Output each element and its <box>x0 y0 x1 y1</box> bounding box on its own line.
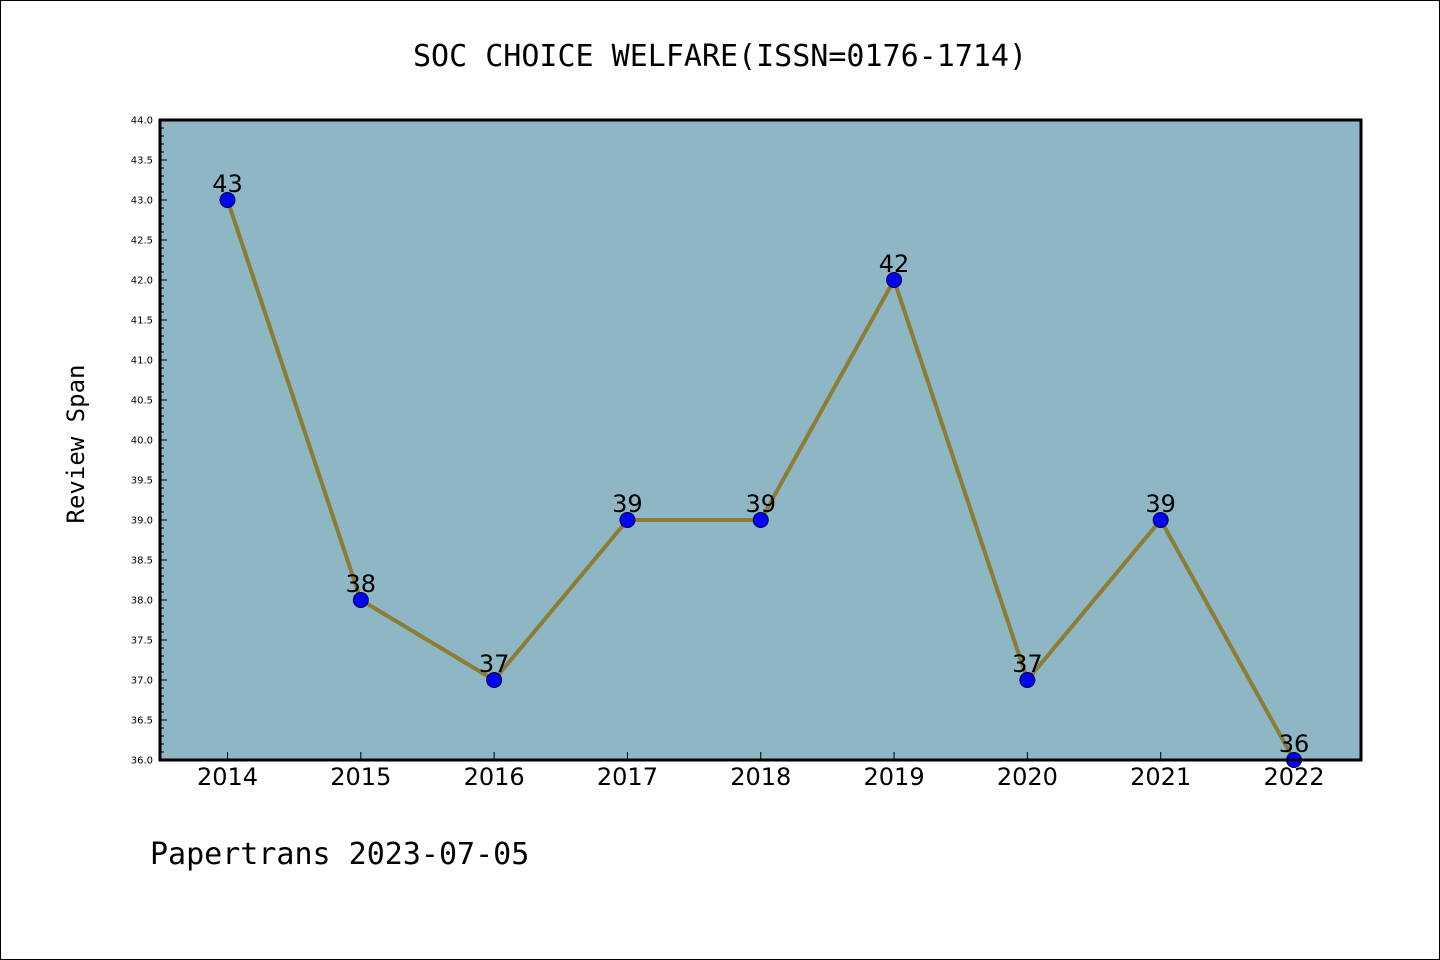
data-label: 43 <box>212 170 243 198</box>
y-axis-label: Review Span <box>62 365 90 524</box>
x-tick-label: 2016 <box>464 763 525 791</box>
data-label: 39 <box>612 490 643 518</box>
y-tick-label: 37.0 <box>131 676 153 687</box>
series-markers <box>219 192 1302 768</box>
data-label: 39 <box>745 490 776 518</box>
data-labels: 43 38 37 39 39 42 37 39 36 <box>212 170 1309 758</box>
data-point <box>219 192 236 208</box>
data-label: 37 <box>1012 650 1043 678</box>
y-tick-label: 38.5 <box>131 556 153 567</box>
y-tick-label: 40.5 <box>131 396 153 407</box>
y-tick-label: 43.5 <box>131 156 153 167</box>
data-point <box>486 672 503 688</box>
y-tick-label: 38.0 <box>131 596 153 607</box>
y-tick-label: 37.5 <box>131 636 153 647</box>
data-point <box>352 592 369 608</box>
data-label: 38 <box>346 570 377 598</box>
data-point <box>1152 512 1169 528</box>
footer-text: Papertrans 2023-07-05 <box>150 837 529 872</box>
y-tick-label: 41.5 <box>131 316 153 327</box>
x-tick-label: 2017 <box>597 763 658 791</box>
plot-area <box>160 120 1361 760</box>
y-tick-label: 39.0 <box>131 516 153 527</box>
y-tick-label: 44.0 <box>131 116 153 127</box>
x-tick-label: 2015 <box>330 763 391 791</box>
x-tick-label: 2021 <box>1130 763 1191 791</box>
y-tick-label: 36.0 <box>131 756 153 767</box>
y-tick-label: 42.5 <box>131 236 153 247</box>
data-point <box>619 512 636 528</box>
y-tick-label: 42.0 <box>131 276 153 287</box>
x-tick-label: 2019 <box>864 763 925 791</box>
plot-border <box>158 118 1363 762</box>
data-label: 39 <box>1145 490 1176 518</box>
y-tick-label: 36.5 <box>131 716 153 727</box>
data-point <box>1019 672 1036 688</box>
x-tick-label: 2014 <box>197 763 258 791</box>
y-tick-label: 40.0 <box>131 436 153 447</box>
y-tick-label: 39.5 <box>131 476 153 487</box>
x-tick-label: 2020 <box>997 763 1058 791</box>
x-tick-label: 2018 <box>730 763 791 791</box>
data-label: 42 <box>879 250 910 278</box>
y-tick-label: 43.0 <box>131 196 153 207</box>
data-label: 36 <box>1279 730 1310 758</box>
x-axis: 2014 2015 2016 2017 2018 2019 2020 2021 2022 <box>197 752 1325 791</box>
data-point <box>752 512 769 528</box>
y-tick-label: 41.0 <box>131 356 153 367</box>
data-label: 37 <box>479 650 510 678</box>
chart-title: SOC CHOICE WELFARE(ISSN=0176-1714) <box>413 39 1027 74</box>
data-point <box>886 272 903 288</box>
